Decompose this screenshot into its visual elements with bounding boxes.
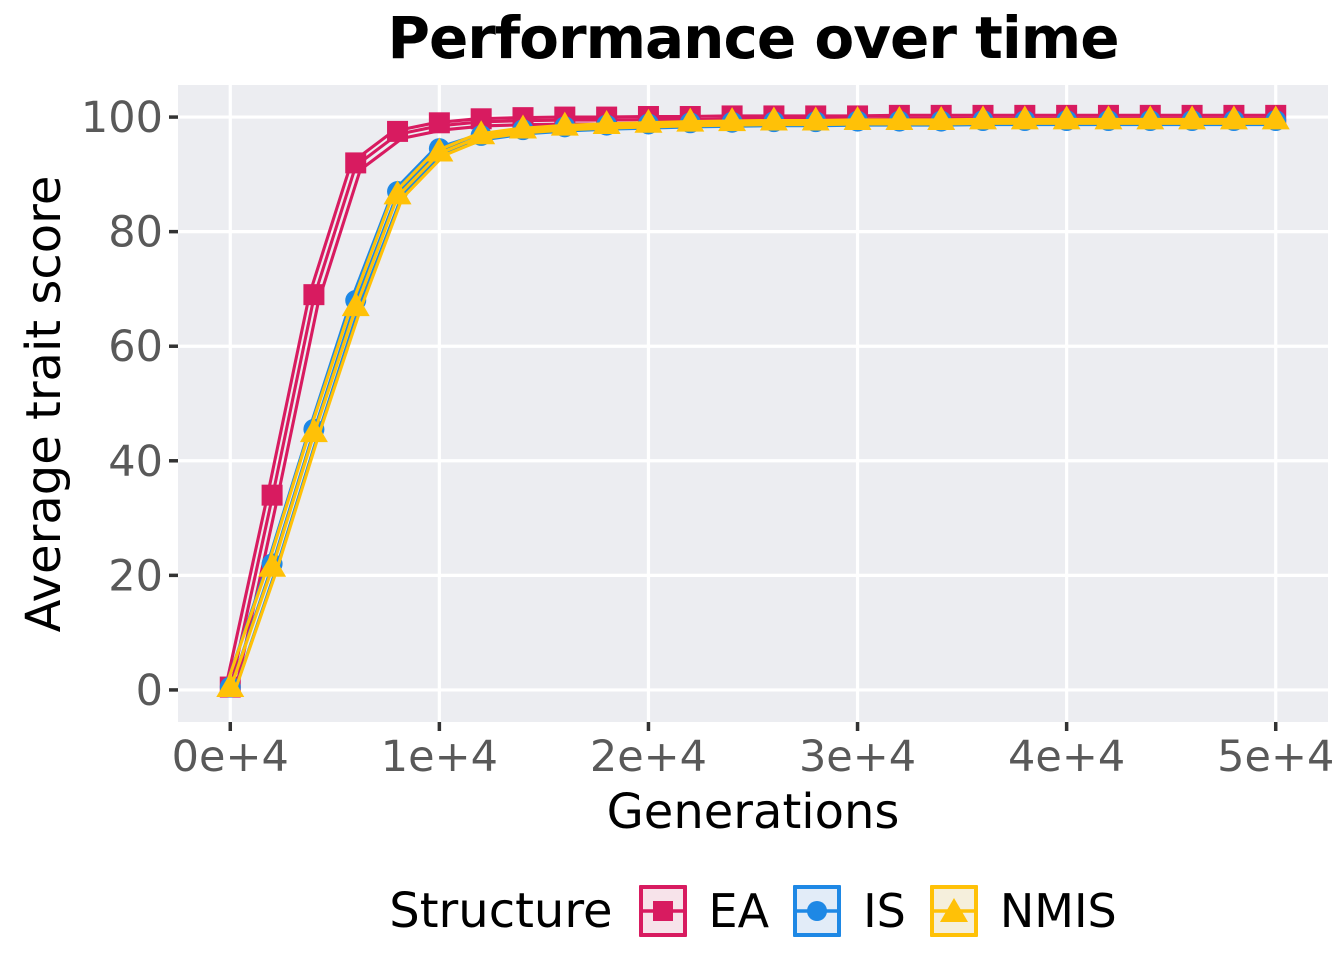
x-tick-label: 2e+4 xyxy=(590,732,707,782)
marker-nmis xyxy=(258,552,287,577)
legend-item-ea: EA xyxy=(638,884,770,938)
legend-items: EA IS NMIS xyxy=(638,884,1117,938)
marker-nmis xyxy=(885,105,914,130)
legend-item-nmis: NMIS xyxy=(929,884,1117,938)
marker-nmis xyxy=(467,120,496,145)
marker-nmis xyxy=(425,137,454,162)
marker-nmis xyxy=(1052,105,1081,130)
marker-nmis xyxy=(1261,105,1290,130)
marker-nmis xyxy=(1136,105,1165,130)
marker-nmis xyxy=(216,673,245,698)
y-tick-label: 100 xyxy=(81,93,163,143)
x-tick-label: 5e+4 xyxy=(1217,732,1334,782)
y-tick-label: 40 xyxy=(108,437,163,487)
y-tick-label: 20 xyxy=(108,551,163,601)
marker-nmis xyxy=(927,105,956,130)
legend-key-ea-square-icon xyxy=(638,885,687,937)
marker-nmis xyxy=(843,105,872,130)
panel-background xyxy=(178,85,1328,722)
legend-label-nmis: NMIS xyxy=(999,884,1117,938)
legend-item-is: IS xyxy=(793,884,906,938)
marker-nmis xyxy=(759,106,788,131)
marker-nmis xyxy=(801,106,830,131)
legend: Structure EA IS NMIS xyxy=(178,880,1328,942)
marker-nmis xyxy=(676,107,705,132)
marker-ea xyxy=(261,484,283,506)
x-tick-label: 0e+4 xyxy=(172,732,289,782)
marker-nmis xyxy=(509,114,537,139)
marker-nmis xyxy=(1178,105,1207,130)
marker-nmis xyxy=(383,180,412,205)
chart-title: Performance over time xyxy=(387,4,1119,72)
marker-nmis xyxy=(718,107,747,132)
marker-ea xyxy=(345,152,367,174)
legend-label-ea: EA xyxy=(708,884,770,938)
marker-ea xyxy=(303,284,325,306)
marker-ea xyxy=(428,112,450,134)
y-tick-label: 60 xyxy=(108,322,163,372)
x-tick-label: 4e+4 xyxy=(1008,732,1125,782)
marker-ea xyxy=(470,108,492,130)
x-axis-label: Generations xyxy=(606,784,900,840)
marker-nmis xyxy=(341,292,370,317)
marker-nmis xyxy=(550,111,579,136)
x-tick-label: 3e+4 xyxy=(799,732,916,782)
marker-nmis xyxy=(592,109,621,134)
legend-key-is-circle-icon xyxy=(793,885,842,937)
y-tick-label: 0 xyxy=(136,666,163,716)
marker-nmis xyxy=(1219,105,1248,130)
marker-nmis xyxy=(1010,105,1039,130)
marker-nmis xyxy=(299,418,328,443)
marker-nmis xyxy=(634,108,663,133)
marker-ea xyxy=(387,120,409,142)
y-tick-label: 80 xyxy=(108,208,163,258)
legend-label-is: IS xyxy=(863,884,906,938)
marker-nmis xyxy=(1094,105,1123,130)
legend-key-nmis-triangle-icon xyxy=(929,885,978,937)
legend-title: Structure xyxy=(389,883,613,939)
marker-nmis xyxy=(969,105,997,130)
x-tick-label: 1e+4 xyxy=(381,732,498,782)
